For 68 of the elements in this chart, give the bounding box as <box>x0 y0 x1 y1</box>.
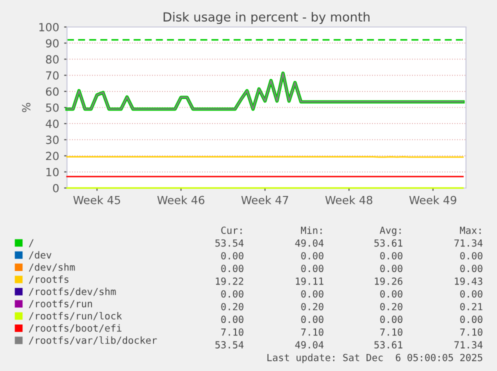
text: 0.00 <box>380 252 402 260</box>
text: 0.00 <box>460 252 482 260</box>
legend-label: /rootfs/run <box>28 300 92 308</box>
text: 49.04 <box>295 239 324 247</box>
text: 19.26 <box>374 278 402 285</box>
y-tick-label: 70 <box>46 71 59 80</box>
y-tick-label: 40 <box>46 120 59 128</box>
text: Cur: <box>221 226 242 234</box>
y-tick-label: 60 <box>46 87 59 96</box>
y-tick-label: 20 <box>46 152 59 160</box>
text: 53.54 <box>215 341 244 348</box>
legend-label: /rootfs/dev/shm <box>28 288 116 296</box>
text: 0.00 <box>221 290 244 298</box>
text: 71.34 <box>454 341 483 348</box>
text: 0.00 <box>380 290 402 298</box>
x-tick-label: Week 46 <box>157 196 204 204</box>
legend-label: /dev <box>28 251 52 260</box>
text: 0.00 <box>301 290 324 298</box>
y-tick-label: 10 <box>46 168 59 176</box>
text: 53.61 <box>374 341 402 348</box>
x-tick-label: Week 45 <box>73 196 120 204</box>
text: 0.00 <box>221 264 244 272</box>
y-tick-label: 0 <box>53 184 59 192</box>
text: 0.20 <box>301 302 324 310</box>
y-tick-label: 50 <box>46 103 59 112</box>
text: 0.00 <box>301 264 324 272</box>
text: 0.00 <box>380 316 402 324</box>
x-tick-label: Week 49 <box>409 196 456 204</box>
legend-label: / <box>28 239 34 248</box>
text: 0.21 <box>460 302 482 310</box>
text: 7.10 <box>221 328 244 336</box>
y-tick-label: 80 <box>46 55 59 64</box>
text: 49.04 <box>295 341 324 348</box>
text: 71.34 <box>454 239 483 247</box>
text: 0.00 <box>221 316 244 324</box>
text: 0.20 <box>380 302 402 310</box>
text: 7.10 <box>380 328 402 336</box>
text: 0.00 <box>460 290 482 298</box>
text: 0.00 <box>460 316 482 324</box>
text: 19.43 <box>454 278 482 285</box>
chart-title: Disk usage in percent - by month <box>164 12 370 24</box>
legend-label: /rootfs/boot/efi <box>28 324 122 332</box>
x-tick-label: Week 48 <box>325 196 372 204</box>
text: 19.11 <box>296 278 324 285</box>
y-tick-label: 30 <box>46 136 59 144</box>
legend-label: /rootfs/run/lock <box>28 312 122 320</box>
y-tick-label: 100 <box>39 22 59 32</box>
text: 7.10 <box>301 328 324 336</box>
text: Avg: <box>380 226 401 236</box>
text: 0.00 <box>221 252 244 260</box>
text: Max: <box>460 226 481 234</box>
legend-label: /rootfs/var/lib/docker <box>28 336 157 345</box>
text: 53.54 <box>215 239 244 247</box>
text: 0.00 <box>380 264 402 272</box>
text: Min: <box>300 226 322 234</box>
text: 0.00 <box>301 252 324 260</box>
text: 0.00 <box>301 316 324 324</box>
y-tick-label: 90 <box>46 39 59 48</box>
text: 0.00 <box>460 264 482 272</box>
text: Last update: Sat Dec 6 05:00:05 2025 <box>267 354 482 364</box>
text: 19.22 <box>216 278 244 285</box>
legend-label: /rootfs <box>28 275 68 284</box>
text: 7.10 <box>460 328 482 336</box>
y-axis-title: % <box>22 102 30 112</box>
text: 53.61 <box>374 239 402 247</box>
legend-label: /dev/shm <box>28 263 75 272</box>
x-tick-label: Week 47 <box>241 196 288 204</box>
text: 0.20 <box>221 302 244 310</box>
